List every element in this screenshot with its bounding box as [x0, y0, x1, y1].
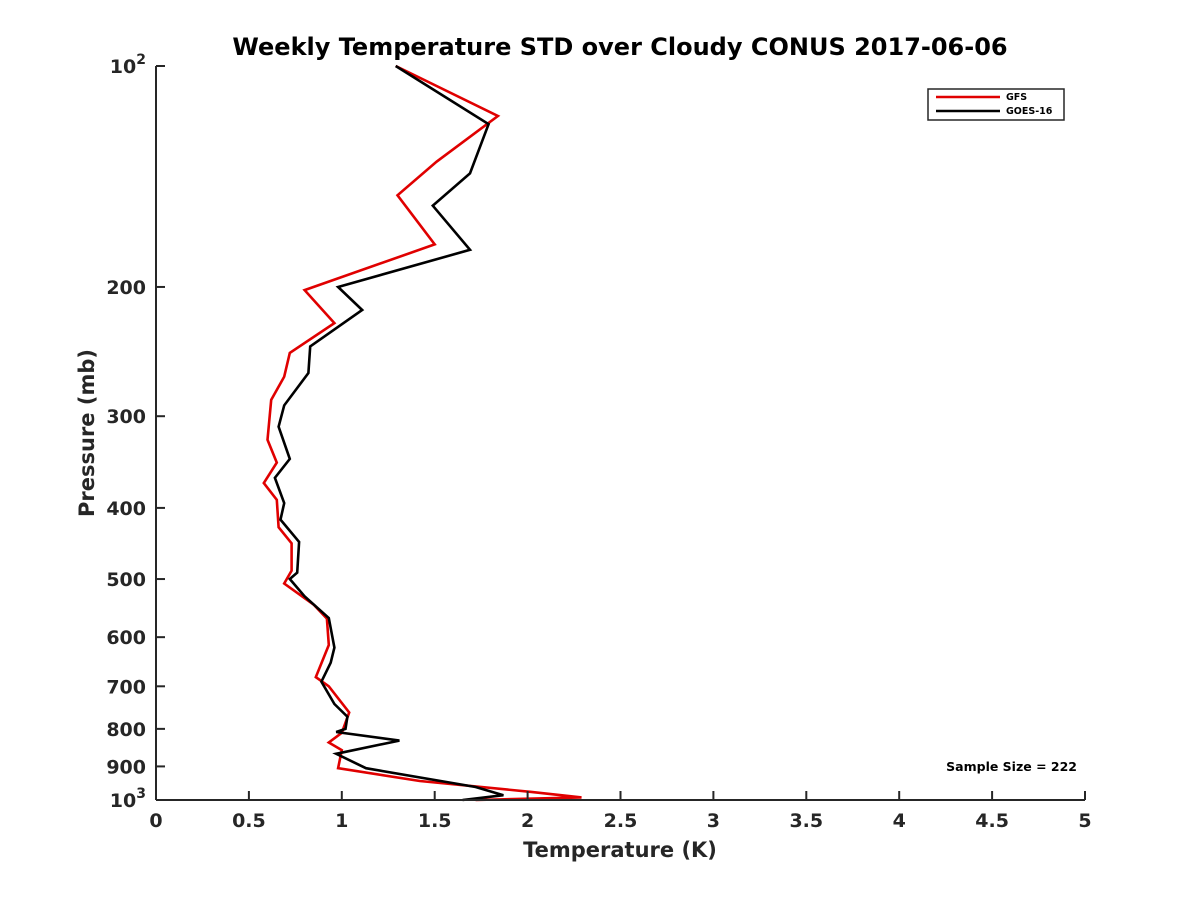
- legend-label-goes16: GOES-16: [1006, 106, 1053, 117]
- y-tick-label: 600: [106, 627, 146, 649]
- y-tick-label: 300: [106, 406, 146, 428]
- y-tick-label: 900: [106, 756, 146, 778]
- x-tick-label: 3.5: [789, 810, 823, 832]
- y-tick-label: 700: [106, 676, 146, 698]
- y-tick-label: 400: [106, 498, 146, 520]
- y-ticks: 102 200 300 400 500 600 700 800 900 103: [106, 52, 165, 812]
- series-line-goes16: [273, 64, 504, 802]
- x-axis-label: Temperature (K): [523, 838, 717, 862]
- x-tick-label: 0: [149, 810, 162, 832]
- legend-label-gfs: GFS: [1006, 92, 1027, 103]
- chart-title: Weekly Temperature STD over Cloudy CONUS…: [232, 33, 1007, 61]
- series-layer: [262, 64, 582, 802]
- x-tick-label: 1.5: [418, 810, 452, 832]
- y-tick-label: 102: [110, 52, 146, 78]
- x-tick-label: 4: [893, 810, 906, 832]
- y-tick-label: 800: [106, 719, 146, 741]
- y-tick-label: 200: [106, 277, 146, 299]
- x-tick-label: 4.5: [975, 810, 1009, 832]
- legend-box: [927, 88, 1065, 121]
- legend: GFS GOES-16: [927, 88, 1065, 121]
- x-ticks: 0 0.5 1 1.5 2 2.5 3 3.5 4 4.5 5: [149, 791, 1092, 832]
- x-tick-label: 5: [1078, 810, 1091, 832]
- x-tick-label: 3: [707, 810, 720, 832]
- x-tick-label: 1: [335, 810, 348, 832]
- y-tick-label: 103: [110, 786, 146, 812]
- x-tick-label: 0.5: [232, 810, 266, 832]
- y-tick-label: 500: [106, 569, 146, 591]
- sample-size-annotation: Sample Size = 222: [946, 759, 1077, 774]
- y-axis-label: Pressure (mb): [75, 349, 99, 517]
- series-line-gfs: [262, 64, 582, 802]
- x-tick-label: 2.5: [604, 810, 638, 832]
- x-tick-label: 2: [521, 810, 534, 832]
